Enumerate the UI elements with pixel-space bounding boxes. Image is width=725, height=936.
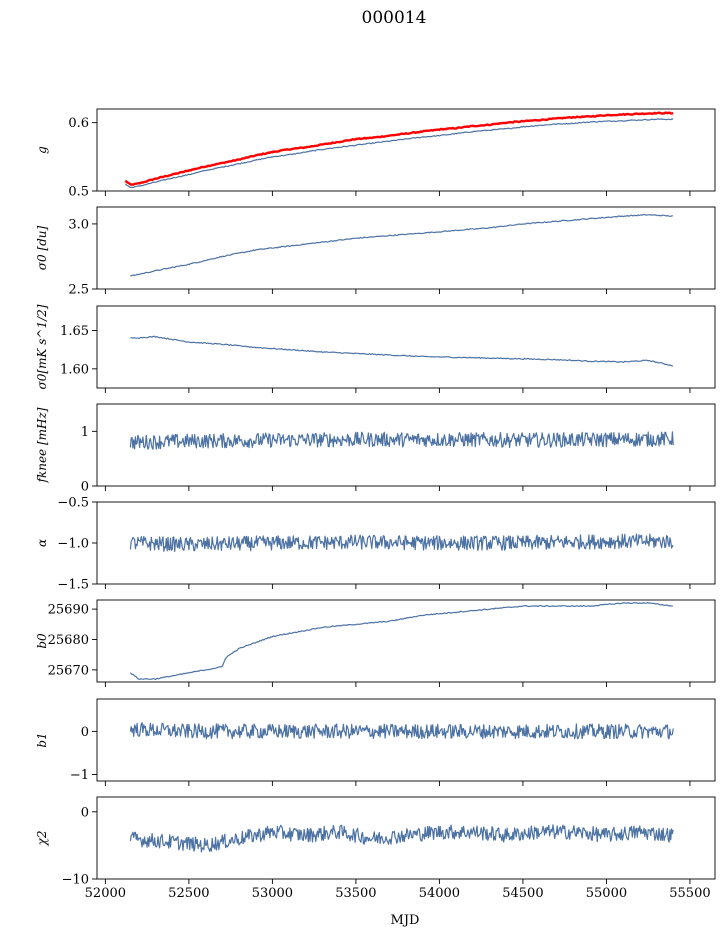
y-tick-label: −1.5 bbox=[57, 578, 89, 593]
panel-frame bbox=[96, 796, 716, 880]
y-axis-label: σ0 [du] bbox=[35, 225, 49, 270]
y-tick-label: 0.5 bbox=[68, 185, 89, 200]
y-tick-label: 1.65 bbox=[60, 324, 89, 339]
y-tick-label: −0.5 bbox=[57, 496, 89, 511]
panel-frame bbox=[96, 698, 716, 782]
y-axis-label: α bbox=[35, 539, 49, 547]
y-axis-label: χ2 bbox=[35, 831, 49, 847]
panel-frame bbox=[96, 108, 716, 192]
panel-5: −1.5 −1.0 −0.5 α bbox=[35, 496, 716, 593]
y-tick-label: 0 bbox=[81, 480, 89, 495]
y-tick-label: 2.5 bbox=[68, 283, 89, 298]
x-tick-label: 54500 bbox=[502, 886, 543, 901]
panel-6: 25670 25680 25690 b0 bbox=[35, 599, 716, 687]
series-line-7-1 bbox=[129, 722, 674, 740]
y-axis-label: g bbox=[35, 146, 49, 154]
series-line-6-1 bbox=[129, 602, 674, 680]
series-line-5-1 bbox=[129, 533, 674, 553]
y-tick-label: 1 bbox=[81, 425, 89, 440]
y-tick-label: 25680 bbox=[48, 633, 89, 648]
x-tick-label: 53000 bbox=[252, 886, 293, 901]
x-tick-label: 55000 bbox=[586, 886, 627, 901]
y-tick-label: 0 bbox=[81, 725, 89, 740]
series-line-1-2 bbox=[125, 118, 674, 189]
panel-frame bbox=[96, 305, 716, 389]
y-tick-label: −1.0 bbox=[57, 537, 89, 552]
y-tick-label: 3.0 bbox=[68, 217, 89, 232]
x-tick-label: 55500 bbox=[669, 886, 710, 901]
y-axis-label: b1 bbox=[35, 732, 49, 747]
y-tick-label: 1.60 bbox=[60, 362, 89, 377]
panel-frame bbox=[96, 206, 716, 290]
y-axis-label: fknee [mHz] bbox=[35, 407, 49, 483]
panel-1: 0.5 0.6 g bbox=[35, 108, 716, 200]
y-tick-label: 0.6 bbox=[68, 116, 89, 131]
x-axis-label: MJD bbox=[391, 913, 420, 928]
y-tick-label: −1 bbox=[70, 768, 89, 783]
x-tick-label: 52500 bbox=[168, 886, 209, 901]
panel-frame bbox=[96, 599, 716, 683]
x-tick-label: 53500 bbox=[335, 886, 376, 901]
y-axis-label: σ0[mK s^1/2] bbox=[35, 304, 49, 389]
y-tick-label: −10 bbox=[62, 873, 89, 888]
series-line-8-1 bbox=[129, 824, 674, 853]
y-axis-label: b0 bbox=[35, 633, 49, 649]
y-tick-label: 25670 bbox=[48, 663, 89, 678]
figure-title: 000014 bbox=[362, 8, 427, 28]
x-tick-label: 54000 bbox=[419, 886, 460, 901]
panel-2: 2.5 3.0 σ0 [du] bbox=[35, 206, 716, 298]
panel-7: −1 0 b1 bbox=[35, 698, 716, 786]
series-line-1-1 bbox=[124, 111, 674, 186]
panel-4: 0 1 fknee [mHz] bbox=[35, 403, 716, 495]
y-tick-label: 25690 bbox=[48, 603, 89, 618]
panel-3: 1.60 1.65 σ0[mK s^1/2] bbox=[35, 304, 716, 393]
series-line-3-1 bbox=[130, 335, 674, 367]
panel-8: −10 0 52000 52500 53000 53500 54000 54500 55000 5… bbox=[35, 796, 716, 901]
series-line-2-1 bbox=[130, 213, 674, 277]
x-tick-label: 52000 bbox=[85, 886, 126, 901]
y-tick-label: 0 bbox=[81, 805, 89, 820]
panel-frame bbox=[96, 403, 716, 487]
series-line-4-1 bbox=[129, 431, 674, 450]
